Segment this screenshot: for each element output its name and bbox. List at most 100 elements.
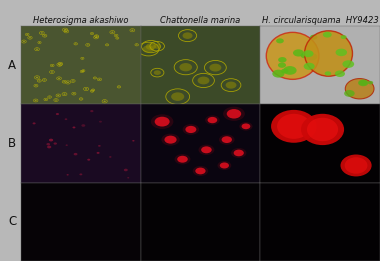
Ellipse shape xyxy=(301,114,344,145)
Circle shape xyxy=(209,64,222,72)
Circle shape xyxy=(301,53,309,58)
Circle shape xyxy=(368,81,373,84)
Circle shape xyxy=(73,93,75,94)
Circle shape xyxy=(44,35,46,36)
Circle shape xyxy=(95,37,97,38)
Circle shape xyxy=(41,32,43,34)
Circle shape xyxy=(115,35,117,36)
Circle shape xyxy=(136,44,138,45)
Text: A: A xyxy=(8,59,16,72)
Ellipse shape xyxy=(271,110,317,143)
Circle shape xyxy=(74,153,78,155)
Circle shape xyxy=(91,91,93,92)
Circle shape xyxy=(219,135,234,145)
Circle shape xyxy=(193,166,208,176)
Circle shape xyxy=(63,81,65,82)
Circle shape xyxy=(27,34,28,35)
Circle shape xyxy=(65,31,67,32)
Circle shape xyxy=(106,44,108,45)
Circle shape xyxy=(51,71,53,73)
Circle shape xyxy=(49,139,53,141)
Circle shape xyxy=(117,38,118,39)
Circle shape xyxy=(85,88,87,90)
Circle shape xyxy=(35,100,37,101)
Circle shape xyxy=(278,57,287,63)
Text: H. circularisquama  HY9423: H. circularisquama HY9423 xyxy=(262,16,378,25)
Circle shape xyxy=(155,117,169,127)
Circle shape xyxy=(278,63,286,68)
Ellipse shape xyxy=(305,31,353,76)
Circle shape xyxy=(304,63,315,70)
Circle shape xyxy=(234,150,244,156)
Circle shape xyxy=(182,32,193,39)
Circle shape xyxy=(127,177,129,179)
Circle shape xyxy=(303,50,314,57)
Circle shape xyxy=(323,32,332,38)
Circle shape xyxy=(342,60,354,68)
Circle shape xyxy=(306,53,317,60)
Circle shape xyxy=(39,42,40,43)
Circle shape xyxy=(98,79,100,80)
Circle shape xyxy=(38,80,40,81)
Ellipse shape xyxy=(277,114,310,139)
Circle shape xyxy=(177,156,188,163)
Circle shape xyxy=(201,146,212,153)
Circle shape xyxy=(51,65,53,66)
Circle shape xyxy=(220,162,229,169)
Circle shape xyxy=(205,115,220,125)
Circle shape xyxy=(226,82,236,89)
Circle shape xyxy=(281,69,288,73)
Circle shape xyxy=(242,123,250,129)
Circle shape xyxy=(198,145,214,155)
Circle shape xyxy=(45,99,47,100)
Circle shape xyxy=(217,161,231,170)
Circle shape xyxy=(55,99,57,101)
Circle shape xyxy=(57,95,59,96)
Circle shape xyxy=(207,117,217,123)
Circle shape xyxy=(81,71,83,72)
Circle shape xyxy=(239,122,253,130)
Circle shape xyxy=(283,66,297,75)
Circle shape xyxy=(174,154,190,164)
Ellipse shape xyxy=(340,155,372,176)
Circle shape xyxy=(54,143,57,145)
Circle shape xyxy=(82,70,84,71)
Circle shape xyxy=(153,44,161,49)
Circle shape xyxy=(90,110,93,112)
Circle shape xyxy=(35,85,37,86)
Circle shape xyxy=(92,90,94,91)
Circle shape xyxy=(272,70,285,78)
Circle shape xyxy=(99,121,102,123)
Circle shape xyxy=(67,82,69,83)
Circle shape xyxy=(29,37,31,38)
Circle shape xyxy=(143,45,154,53)
Text: Chattonella marina: Chattonella marina xyxy=(160,16,241,25)
Circle shape xyxy=(56,113,59,115)
Circle shape xyxy=(58,64,60,65)
Circle shape xyxy=(227,109,241,118)
Circle shape xyxy=(94,78,96,79)
Circle shape xyxy=(97,152,100,154)
Circle shape xyxy=(183,124,199,135)
Circle shape xyxy=(81,124,85,127)
Circle shape xyxy=(358,80,368,86)
Circle shape xyxy=(43,79,45,81)
Circle shape xyxy=(131,29,133,31)
Circle shape xyxy=(63,93,66,95)
Circle shape xyxy=(79,173,82,175)
Ellipse shape xyxy=(266,32,319,79)
Circle shape xyxy=(132,140,135,141)
Circle shape xyxy=(49,97,51,98)
Circle shape xyxy=(36,49,38,50)
Ellipse shape xyxy=(345,79,374,99)
Circle shape xyxy=(73,127,75,128)
Circle shape xyxy=(336,49,347,56)
Circle shape xyxy=(111,32,114,33)
Circle shape xyxy=(359,80,367,85)
Circle shape xyxy=(36,77,38,78)
Circle shape xyxy=(310,35,318,40)
Circle shape xyxy=(91,33,93,34)
Circle shape xyxy=(222,136,232,143)
Circle shape xyxy=(59,63,62,64)
Circle shape xyxy=(151,114,173,129)
